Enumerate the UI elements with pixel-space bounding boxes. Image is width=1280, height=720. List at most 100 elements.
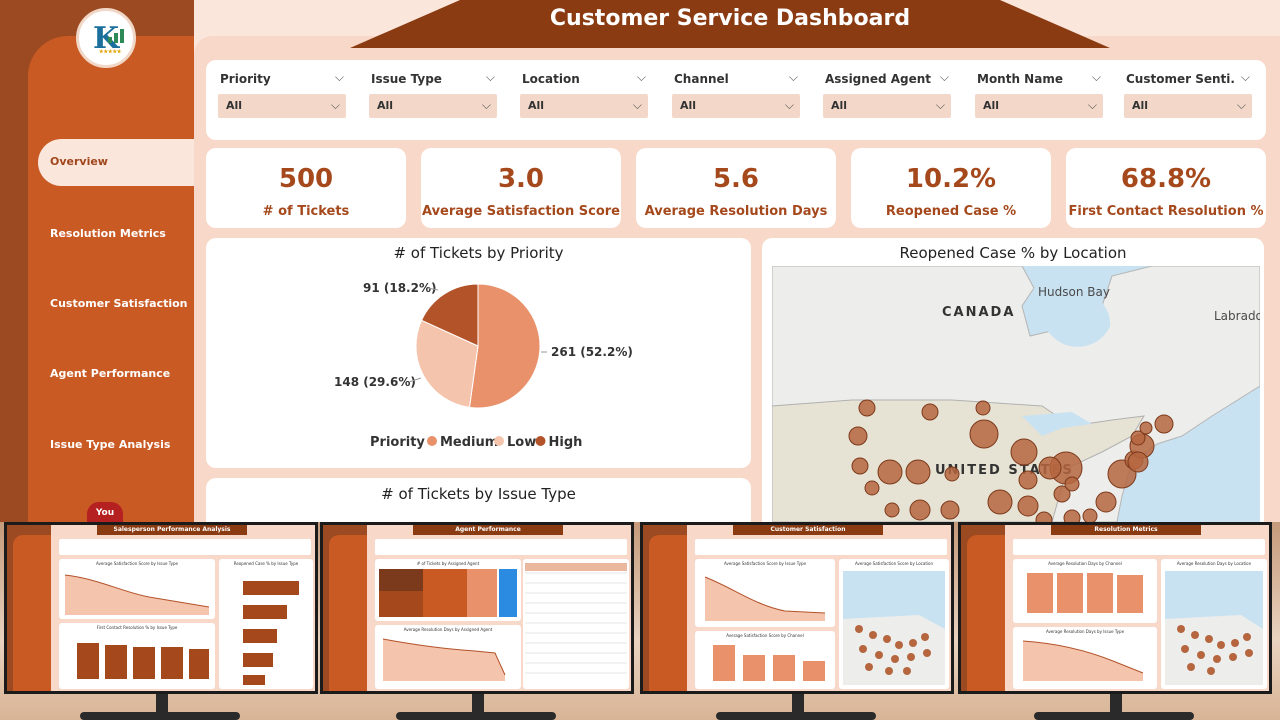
kpi-value: 500 — [278, 164, 334, 194]
filter-select[interactable]: All ⌵ — [520, 94, 648, 118]
priority-chart-panel: # of Tickets by Priority 261 (52.2%) 148… — [206, 238, 751, 468]
monitor-screen: Agent Performance # of Tickets by Assign… — [323, 525, 631, 691]
filter-value: All — [680, 99, 697, 112]
slice-label-low: 148 (29.6%) — [334, 375, 416, 389]
filter-label: Location — [522, 72, 580, 86]
monitor-preview: Salesperson Performance Analysis Average… — [4, 522, 318, 694]
map-bubbles — [848, 399, 1174, 522]
monitor-foot — [80, 712, 240, 720]
kpi-value: 3.0 — [497, 164, 545, 194]
legend-label-medium: Medium — [440, 435, 498, 450]
title-banner — [350, 0, 1110, 48]
sidebar-item-overview[interactable] — [38, 139, 194, 186]
chevron-down-icon[interactable]: ⌵ — [788, 70, 798, 84]
monitor-screen: Customer Satisfaction Average Satisfacti… — [643, 525, 951, 691]
chevron-down-icon[interactable]: ⌵ — [935, 98, 945, 112]
kpi-first-contact-resolution: 68.8% First Contact Resolution % — [1066, 148, 1266, 228]
monitor-panel-title: Average Satisfaction Score by Issue Type — [96, 561, 178, 566]
monitor-panel: # of Tickets by Assigned Agent — [375, 559, 521, 621]
chevron-down-icon[interactable]: ⌵ — [485, 70, 495, 84]
kpi-value: 10.2% — [905, 164, 997, 194]
monitor-screen: Salesperson Performance Analysis Average… — [7, 525, 315, 691]
chart-title: Reopened Case % by Location — [899, 244, 1127, 262]
sidebar-item-resolution-metrics[interactable]: Resolution Metrics — [50, 227, 166, 240]
filter-label: Month Name — [977, 72, 1063, 86]
chevron-down-icon[interactable]: ⌵ — [1091, 70, 1101, 84]
monitor-panel-title: Average Satisfaction Score by Location — [854, 561, 933, 566]
filter-select[interactable]: All ⌵ — [1124, 94, 1252, 118]
filter-label: Priority — [220, 72, 271, 86]
filter-select[interactable]: All ⌵ — [218, 94, 346, 118]
filter-month-name[interactable]: Month Name ⌵ All ⌵ — [971, 70, 1103, 130]
legend-label-high: High — [549, 435, 583, 450]
pie-slice-low[interactable] — [415, 319, 479, 408]
monitor-panel: Average Satisfaction Score by Location — [839, 559, 949, 689]
monitor-filters — [59, 539, 311, 555]
filter-value: All — [377, 99, 394, 112]
kpi-tickets: 500 # of Tickets — [206, 148, 406, 228]
monitor-panel: First Contact Resolution % by Issue Type — [59, 623, 215, 689]
filter-select[interactable]: All ⌵ — [672, 94, 800, 118]
map-label-hudson-bay: Hudson Bay — [1038, 285, 1110, 299]
filter-issue-type[interactable]: Issue Type ⌵ All ⌵ — [365, 70, 497, 130]
monitor-panel-title: Average Resolution Days by Issue Type — [1045, 629, 1125, 634]
sidebar-item-agent-performance[interactable]: Agent Performance — [50, 367, 171, 380]
filter-assigned-agent[interactable]: Assigned Agent ⌵ All ⌵ — [819, 70, 951, 130]
chevron-down-icon[interactable]: ⌵ — [1236, 98, 1246, 112]
chart-title: # of Tickets by Issue Type — [381, 485, 576, 503]
map-label-labrador: Labrado — [1214, 309, 1260, 323]
pie-slice-medium[interactable] — [468, 283, 541, 409]
sidebar — [28, 36, 194, 522]
chevron-down-icon[interactable]: ⌵ — [784, 98, 794, 112]
filter-priority[interactable]: Priority ⌵ All ⌵ — [214, 70, 346, 130]
kpi-label: Average Satisfaction Score — [421, 204, 620, 219]
chevron-down-icon[interactable]: ⌵ — [939, 70, 949, 84]
kpi-avg-satisfaction: 3.0 Average Satisfaction Score — [421, 148, 621, 228]
chevron-down-icon[interactable]: ⌵ — [334, 70, 344, 84]
legend-swatch-medium — [427, 436, 437, 446]
monitor-title: Agent Performance — [413, 525, 563, 535]
chevron-down-icon[interactable]: ⌵ — [1240, 70, 1250, 84]
monitor-panel-title: First Contact Resolution % by Issue Type — [96, 625, 178, 630]
monitor-filters — [375, 539, 627, 555]
monitor-panel-title: # of Tickets by Assigned Agent — [416, 561, 480, 566]
filter-label: Assigned Agent — [825, 72, 932, 86]
chevron-down-icon[interactable]: ⌵ — [636, 70, 646, 84]
monitor-panel-title: Average Resolution Days by Assigned Agen… — [403, 627, 493, 632]
map-canvas[interactable]: CANADA UNITED STATES Hudson Bay Labrado — [772, 266, 1260, 522]
chevron-down-icon[interactable]: ⌵ — [330, 98, 340, 112]
kpi-reopened-case: 10.2% Reopened Case % — [851, 148, 1051, 228]
monitor-panel-title: Average Satisfaction Score by Channel — [726, 633, 804, 638]
slice-label-medium: 261 (52.2%) — [551, 345, 633, 359]
filter-customer-sentiment[interactable]: Customer Senti... ⌵ All ⌵ — [1120, 70, 1252, 130]
dashboard: K ★★★★★ Customer Service Dashboard Overv… — [0, 0, 1280, 522]
filter-select[interactable]: All ⌵ — [823, 94, 951, 118]
slice-label-high: 91 (18.2%) — [363, 281, 436, 295]
pie-slice-high[interactable] — [420, 283, 479, 347]
filter-value: All — [528, 99, 545, 112]
filter-location[interactable]: Location ⌵ All ⌵ — [516, 70, 648, 130]
chevron-down-icon[interactable]: ⌵ — [481, 98, 491, 112]
kpi-label: Average Resolution Days — [644, 204, 828, 219]
monitor-preview: Resolution Metrics Average Resolution Da… — [958, 522, 1272, 694]
sidebar-item-issue-type-analysis[interactable]: Issue Type Analysis — [50, 438, 171, 451]
filter-label: Channel — [674, 72, 729, 86]
monitor-sidebar — [323, 525, 367, 691]
filter-select[interactable]: All ⌵ — [369, 94, 497, 118]
location-map[interactable]: CANADA UNITED STATES Hudson Bay Labrado — [772, 266, 1260, 522]
sidebar-item-customer-satisfaction[interactable]: Customer Satisfaction — [50, 297, 188, 310]
filter-channel[interactable]: Channel ⌵ All ⌵ — [668, 70, 800, 130]
monitor-panel: Average Resolution Days by Channel — [1013, 559, 1157, 623]
chevron-down-icon[interactable]: ⌵ — [1087, 98, 1097, 112]
youtube-icon[interactable]: You — [87, 502, 123, 522]
monitor-sidebar — [961, 525, 1005, 691]
monitor-foot — [1034, 712, 1194, 720]
map-label-canada: CANADA — [942, 305, 1015, 320]
legend-label-low: Low — [507, 435, 536, 450]
chevron-down-icon[interactable]: ⌵ — [632, 98, 642, 112]
sidebar-item-overview-label: Overview — [50, 155, 108, 168]
page-title: Customer Service Dashboard — [549, 6, 911, 31]
monitor-panel-title: Reopened Case % by Issue Type — [233, 561, 299, 566]
monitor-panel: Average Resolution Days by Location — [1161, 559, 1267, 689]
filter-select[interactable]: All ⌵ — [975, 94, 1103, 118]
